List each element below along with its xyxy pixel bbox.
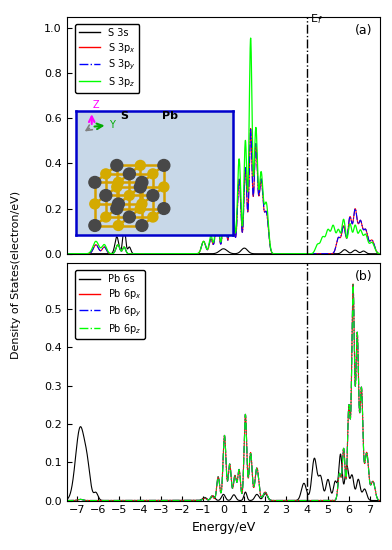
X-axis label: Energy/eV: Energy/eV	[191, 521, 256, 534]
Legend: S 3s, S 3p$_x$, S 3p$_y$, S 3p$_z$: S 3s, S 3p$_x$, S 3p$_y$, S 3p$_z$	[74, 24, 140, 92]
Text: Density of States(electron/eV): Density of States(electron/eV)	[11, 191, 21, 359]
Legend: Pb 6s, Pb 6p$_x$, Pb 6p$_y$, Pb 6p$_z$: Pb 6s, Pb 6p$_x$, Pb 6p$_y$, Pb 6p$_z$	[74, 271, 145, 339]
Text: (b): (b)	[355, 271, 372, 283]
Text: (a): (a)	[355, 24, 372, 37]
Text: E$_f$: E$_f$	[310, 12, 322, 25]
